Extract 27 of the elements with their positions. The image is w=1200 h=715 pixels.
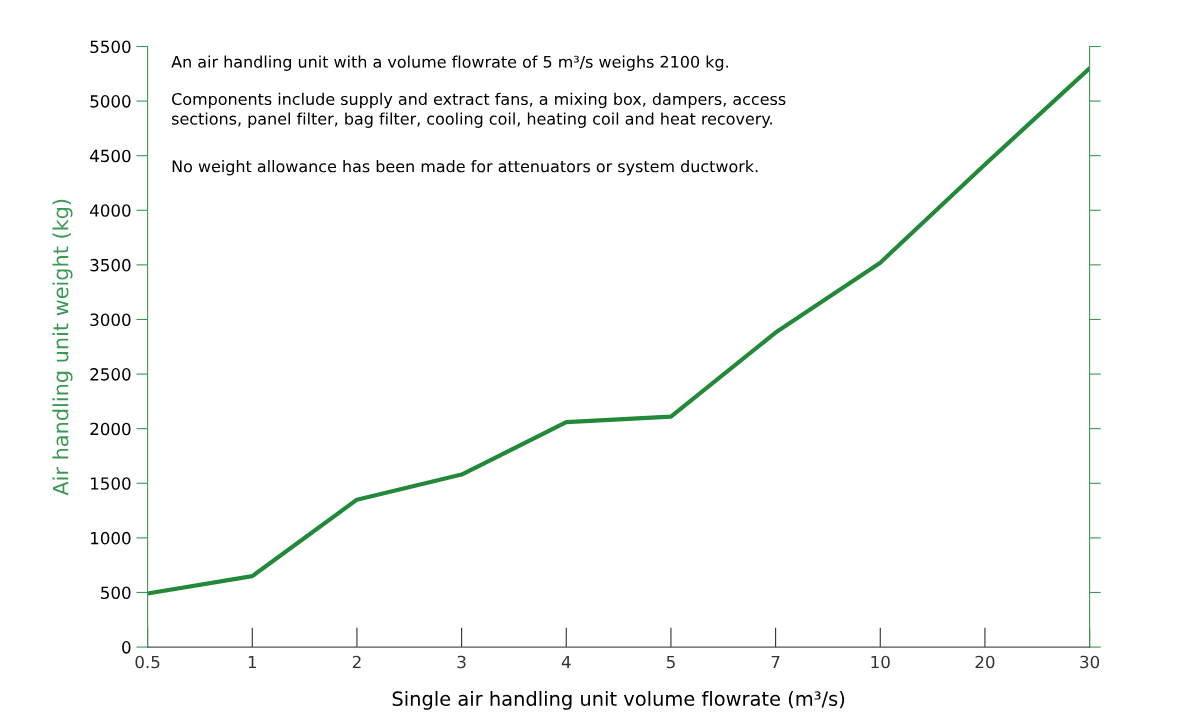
x-tick-label: 1	[248, 655, 257, 669]
y-tick-label: 2000	[90, 422, 131, 436]
x-tick-label: 20	[975, 655, 995, 669]
x-tick-label: 0.5	[135, 655, 160, 669]
y-tick-label: 1500	[91, 477, 131, 490]
y-tick-label: 2500	[90, 368, 131, 381]
y-tick-label: 4000	[90, 204, 131, 217]
x-tick-label: 7	[771, 655, 780, 669]
x-tick-label: 5	[666, 655, 675, 669]
x-tick-label: 2	[352, 655, 361, 669]
x-tick-label: 4	[561, 655, 571, 669]
x-axis-title: Single air handling unit volume flowrate (m³/s)	[392, 690, 845, 710]
y-tick-label: 4500	[90, 149, 131, 163]
x-tick-label: 3	[457, 655, 466, 669]
x-tick-label: 10	[871, 655, 890, 669]
y-tick-label: 500	[101, 586, 131, 600]
x-tick-label: 30	[1080, 655, 1100, 669]
annotation: An air handling unit with a volume flowrate of 5 m³/s weighs 2100 kg.	[171, 55, 728, 71]
y-tick-label: 5500	[90, 40, 131, 54]
y-tick-label: 3500	[90, 258, 131, 272]
y-tick-label: 5000	[90, 95, 131, 108]
y-tick-label: 1000	[91, 531, 131, 545]
y-tick-label: 0	[122, 641, 131, 654]
y-axis-title: Air handling unit weight (kg)	[52, 199, 73, 496]
annotation: Components include supply and extract fans, a mixing box, dampers, access sections, panel filter, bag filter, cooling coil, heating coil and heat recovery.	[172, 92, 786, 128]
annotation: No weight allowance has been made for attenuators or system ductwork.	[172, 159, 758, 176]
y-tick-label: 3000	[90, 313, 131, 327]
